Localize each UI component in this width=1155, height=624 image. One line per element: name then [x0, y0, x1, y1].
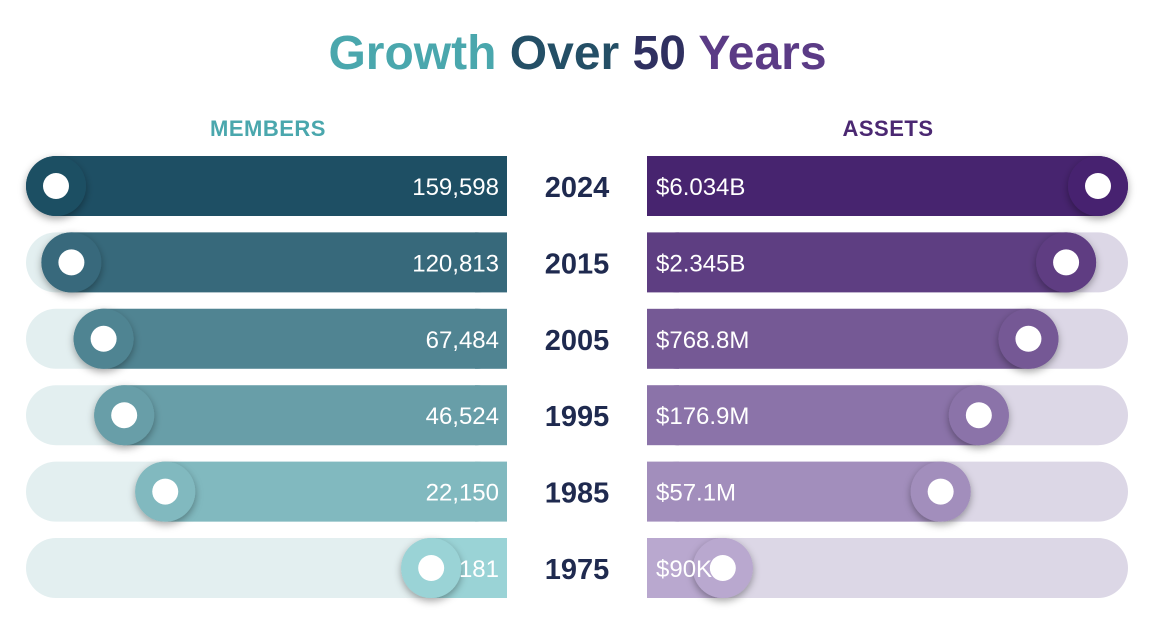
title-word-over: Over	[509, 27, 620, 80]
members-value-label-1995: 46,524	[426, 403, 499, 430]
members-bar-2005	[73, 308, 507, 369]
assets-knob-dot-2024	[1085, 173, 1111, 199]
members-bar-end-1975	[475, 538, 507, 598]
year-label-2015: 2015	[545, 248, 610, 280]
assets-value-label-1975: $90K	[656, 556, 712, 583]
assets-bar-2024	[647, 156, 1128, 216]
members-value-label-2005: 67,484	[426, 327, 499, 354]
members-knob-dot-1995	[111, 402, 138, 429]
members-column-heading: MEMBERS	[210, 116, 326, 141]
assets-bar-start-1975	[647, 538, 679, 598]
assets-bar-2005	[647, 308, 1059, 369]
members-knob-dot-2005	[90, 325, 117, 352]
assets-bar-start-2024	[647, 156, 679, 216]
members-bar-2015	[41, 232, 507, 293]
members-bar-1985	[135, 461, 507, 522]
assets-bar-start-2015	[647, 232, 679, 293]
assets-bar-1995	[647, 385, 1009, 446]
members-bar-end-1985	[475, 461, 507, 522]
year-label-1995: 1995	[545, 401, 610, 433]
year-label-1975: 1975	[545, 554, 610, 586]
assets-value-label-1995: $176.9M	[656, 403, 749, 430]
assets-knob-dot-2005	[1015, 325, 1042, 352]
assets-bar-start-1985	[647, 461, 679, 522]
members-bar-end-2024	[475, 156, 507, 216]
assets-track-1975	[647, 538, 1128, 598]
assets-value-label-2024: $6.034B	[656, 174, 745, 201]
members-bar-end-2015	[475, 232, 507, 293]
assets-value-label-2015: $2.345B	[656, 250, 745, 277]
year-label-2024: 2024	[545, 172, 610, 204]
members-track-1975	[26, 538, 507, 598]
year-label-2005: 2005	[545, 325, 610, 357]
members-bar-2024	[26, 156, 507, 216]
members-bar-1995	[94, 385, 507, 446]
title-word-growth: Growth	[328, 27, 497, 80]
year-label-1985: 1985	[545, 478, 610, 510]
assets-bar-start-2005	[647, 308, 679, 369]
assets-bar-2015	[647, 232, 1097, 293]
assets-column-heading: ASSETS	[842, 116, 934, 141]
assets-bar-1985	[647, 461, 971, 522]
assets-knob-dot-1995	[965, 402, 992, 429]
members-knob-dot-1985	[152, 478, 179, 505]
members-value-label-1975: 181	[459, 556, 499, 583]
members-value-label-1985: 22,150	[426, 480, 499, 507]
assets-knob-dot-1985	[927, 478, 954, 505]
members-value-label-2015: 120,813	[412, 250, 499, 277]
assets-bar-start-1995	[647, 385, 679, 446]
members-bar-end-1995	[475, 385, 507, 446]
members-knob-dot-2015	[58, 249, 85, 276]
assets-value-label-1985: $57.1M	[656, 480, 736, 507]
members-knob-dot-1975	[418, 555, 445, 581]
chart-title: Growth Over 50 Years	[0, 26, 1155, 81]
members-bar-end-2005	[475, 308, 507, 369]
title-word-years: Years	[698, 27, 827, 80]
assets-value-label-2005: $768.8M	[656, 327, 749, 354]
assets-knob-dot-2015	[1053, 249, 1080, 276]
members-knob-dot-2024	[43, 173, 69, 199]
title-word-50: 50	[632, 27, 686, 80]
members-value-label-2024: 159,598	[412, 174, 499, 201]
assets-knob-dot-1975	[709, 555, 736, 581]
